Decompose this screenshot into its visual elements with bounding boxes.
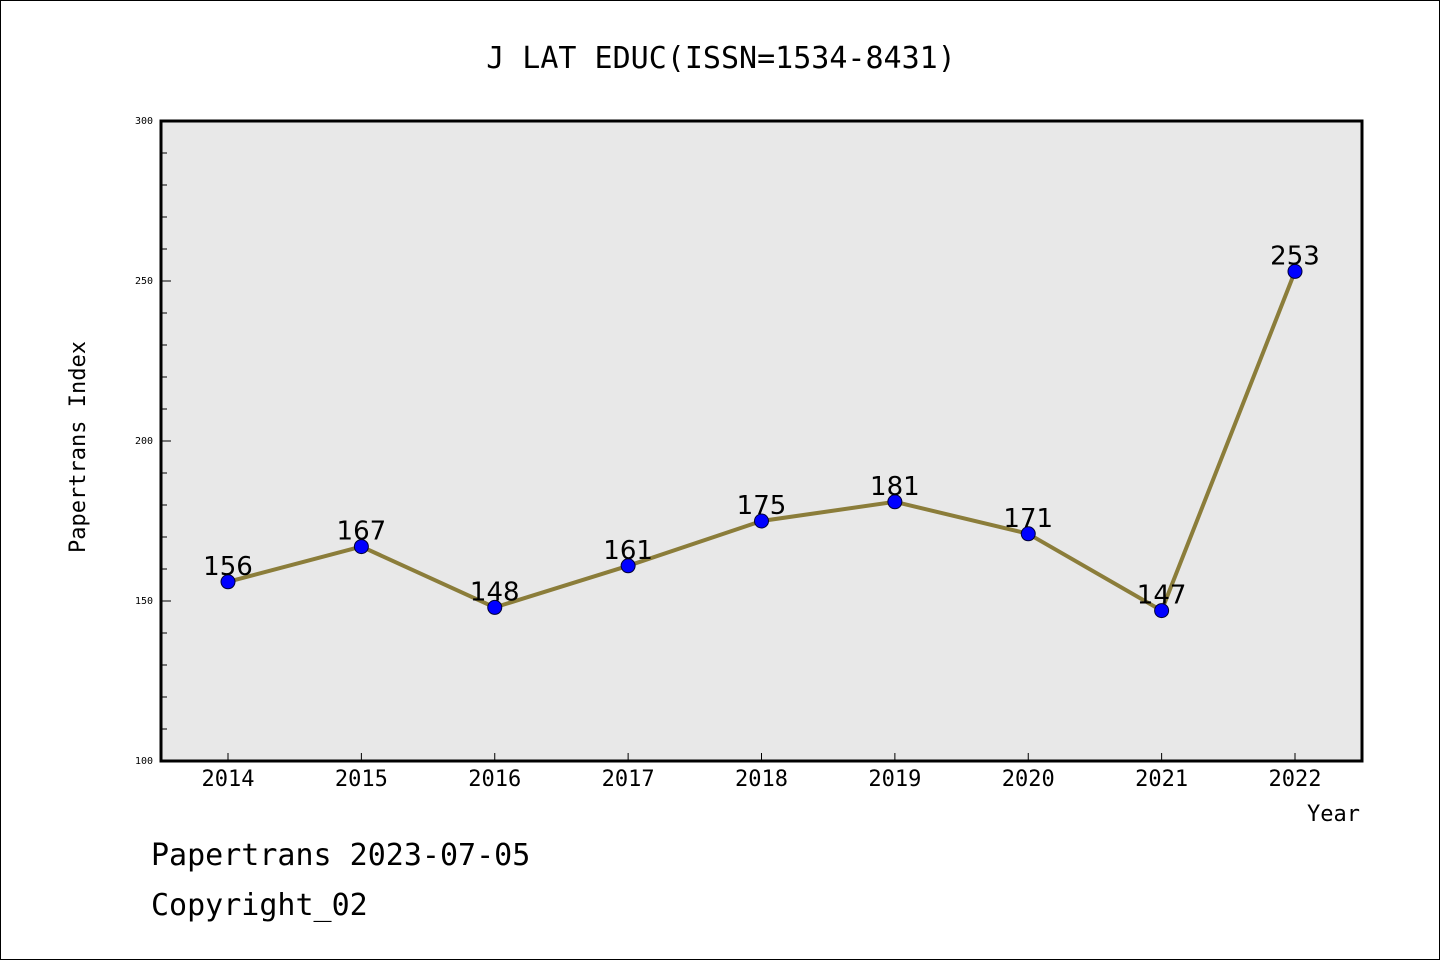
plot-area	[159, 119, 1364, 763]
footer-copyright: Copyright_02	[151, 888, 368, 923]
x-tick-label: 2020	[1002, 767, 1055, 792]
data-label: 167	[337, 517, 387, 547]
data-point	[620, 558, 636, 574]
x-tick-label: 2019	[868, 767, 921, 792]
x-tick-label: 2018	[735, 767, 788, 792]
y-tick-label: 150	[135, 596, 153, 607]
data-point	[1287, 263, 1303, 279]
data-label: 148	[470, 577, 520, 607]
x-tick-label: 2014	[202, 767, 255, 792]
data-label: 156	[203, 552, 253, 582]
data-label: 181	[870, 472, 920, 502]
footer-date: Papertrans 2023-07-05	[151, 838, 530, 873]
series: 156 167 148 161 175 181 171 147 253	[203, 241, 1320, 619]
data-label: 175	[737, 491, 787, 521]
x-tick-label: 2017	[602, 767, 655, 792]
y-axis-label: Papertrans Index	[66, 341, 91, 553]
data-point	[353, 539, 369, 555]
y-tick-label: 200	[135, 436, 153, 447]
data-point	[1020, 526, 1036, 542]
data-label: 253	[1270, 241, 1320, 271]
data-point	[220, 574, 236, 590]
data-label: 171	[1003, 504, 1053, 534]
x-tick-label: 2016	[468, 767, 521, 792]
x-tick-label: 2022	[1269, 767, 1322, 792]
data-label: 161	[603, 536, 653, 566]
data-point	[754, 513, 769, 529]
data-point	[1154, 603, 1170, 619]
chart-title: J LAT EDUC(ISSN=1534-8431)	[486, 41, 956, 76]
x-axis-label: Year	[1307, 802, 1360, 827]
data-point	[487, 599, 503, 615]
y-tick-label: 100	[135, 756, 153, 767]
data-point	[887, 494, 903, 510]
x-tick-label: 2021	[1135, 767, 1188, 792]
x-tick-label: 2015	[335, 767, 388, 792]
data-label: 147	[1137, 581, 1187, 611]
x-axis: 2014 2015 2016 2017 2018 2019 2020 2021 2022	[202, 753, 1322, 792]
y-tick-label: 300	[135, 116, 153, 127]
y-axis: 100 150 200 250 300	[135, 116, 171, 767]
y-tick-label: 250	[135, 276, 153, 287]
